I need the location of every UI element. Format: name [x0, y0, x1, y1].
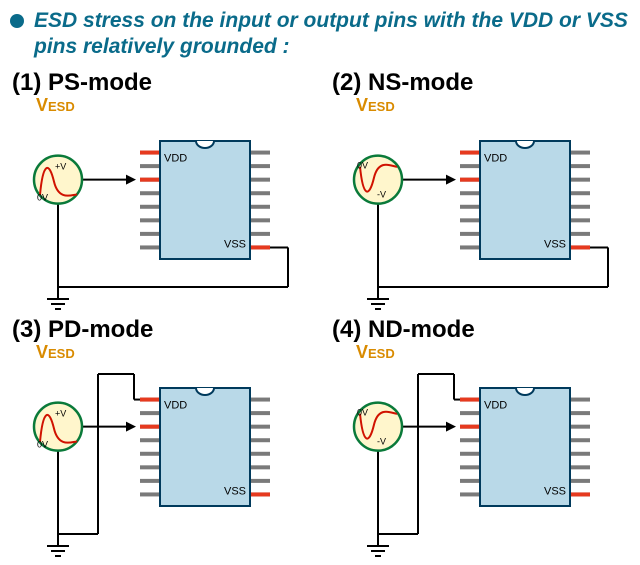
vesd-label: VESD: [356, 342, 395, 363]
svg-text:+V: +V: [55, 408, 66, 418]
svg-text:0V: 0V: [37, 439, 48, 449]
vss-label: VSS: [544, 238, 566, 250]
vss-label: VSS: [224, 238, 246, 250]
vesd-label: VESD: [356, 95, 395, 116]
mode-label: (4) ND-mode: [332, 316, 630, 344]
diagram-grid: (1) PS-mode VESD VDD VSS +V 0V (2) NS-mode …: [10, 67, 630, 561]
bullet-icon: [10, 14, 24, 28]
vss-label: VSS: [544, 485, 566, 497]
circuit-diagram-pd: VDD VSS +V 0V: [10, 346, 310, 561]
svg-text:0V: 0V: [37, 192, 48, 202]
mode-cell-ns: (2) NS-mode VESD VDD VSS -V 0V: [330, 67, 630, 314]
mode-label: (2) NS-mode: [332, 69, 630, 97]
svg-text:0V: 0V: [357, 407, 368, 417]
vesd-label: VESD: [36, 95, 75, 116]
vdd-label: VDD: [164, 399, 187, 411]
circuit-diagram-ns: VDD VSS -V 0V: [330, 99, 630, 314]
page-title: ESD stress on the input or output pins w…: [34, 8, 630, 61]
mode-cell-pd: (3) PD-mode VESD VDD VSS +V 0V: [10, 314, 310, 561]
vss-label: VSS: [224, 485, 246, 497]
mode-label: (3) PD-mode: [12, 316, 310, 344]
svg-text:0V: 0V: [357, 160, 368, 170]
svg-text:-V: -V: [377, 436, 386, 446]
vdd-label: VDD: [484, 152, 507, 164]
vdd-label: VDD: [484, 399, 507, 411]
circuit-diagram-nd: VDD VSS -V 0V: [330, 346, 630, 561]
mode-label: (1) PS-mode: [12, 69, 310, 97]
svg-text:-V: -V: [377, 189, 386, 199]
mode-cell-ps: (1) PS-mode VESD VDD VSS +V 0V: [10, 67, 310, 314]
circuit-diagram-ps: VDD VSS +V 0V: [10, 99, 310, 314]
svg-text:+V: +V: [55, 161, 66, 171]
vesd-label: VESD: [36, 342, 75, 363]
mode-cell-nd: (4) ND-mode VESD VDD VSS -V 0V: [330, 314, 630, 561]
vdd-label: VDD: [164, 152, 187, 164]
title-row: ESD stress on the input or output pins w…: [10, 8, 630, 61]
